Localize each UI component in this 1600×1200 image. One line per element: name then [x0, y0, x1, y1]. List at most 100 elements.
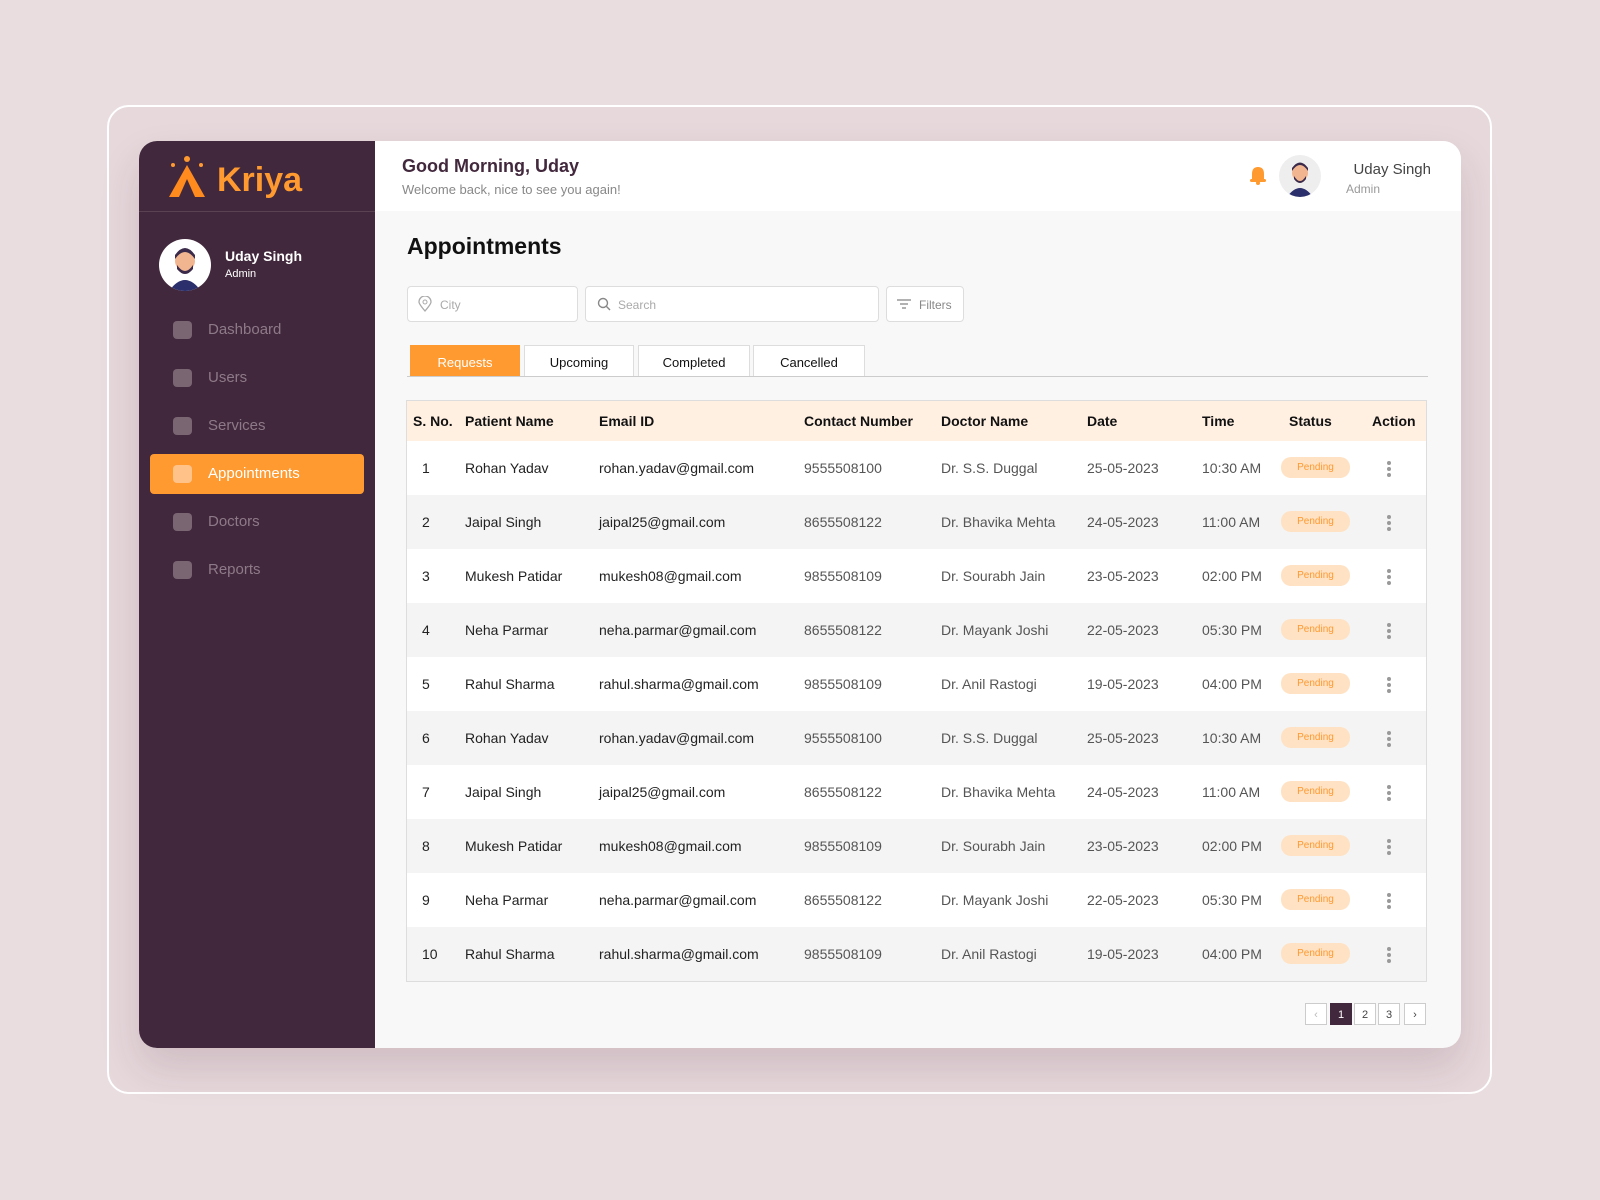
cell: jaipal25@gmail.com [599, 514, 726, 530]
page-prev[interactable]: ‹ [1305, 1003, 1327, 1025]
cell: 24-05-2023 [1087, 514, 1159, 530]
action-dot[interactable] [1387, 467, 1391, 471]
cell: 25-05-2023 [1087, 730, 1159, 746]
cell: 02:00 PM [1202, 568, 1262, 584]
nav-item[interactable]: Appointments [150, 454, 364, 494]
column-header: Patient Name [465, 413, 554, 429]
cell: 8 [422, 838, 430, 854]
nav-item[interactable]: Dashboard [150, 310, 364, 350]
table-row: 7 Jaipal Singh jaipal25@gmail.com 865550812… [407, 765, 1426, 819]
sidebar: Kriya Uday Singh Admin Dashboard Users Ser… [139, 141, 375, 1048]
cell: 4 [422, 622, 430, 638]
cell: Dr. Mayank Joshi [941, 892, 1049, 908]
action-dot [1387, 623, 1391, 627]
action-dot[interactable] [1387, 629, 1391, 633]
action-dot[interactable] [1387, 791, 1391, 795]
cell: 23-05-2023 [1087, 838, 1159, 854]
action-dot [1387, 785, 1391, 789]
action-dot[interactable] [1387, 953, 1391, 957]
action-dot [1387, 947, 1391, 951]
column-header: Action [1372, 413, 1416, 429]
city-input[interactable]: City [407, 286, 578, 322]
action-dot [1387, 635, 1391, 639]
action-dot [1387, 677, 1391, 681]
page-button[interactable]: 3 [1378, 1003, 1400, 1025]
action-dot[interactable] [1387, 899, 1391, 903]
action-dot [1387, 959, 1391, 963]
column-header: Email ID [599, 413, 655, 429]
tab[interactable]: Upcoming [524, 345, 634, 376]
action-dot [1387, 851, 1391, 855]
cell: Jaipal Singh [465, 514, 542, 530]
cell: 10:30 AM [1202, 460, 1262, 476]
cell: Dr. Sourabh Jain [941, 838, 1046, 854]
table-row: 6 Rohan Yadav rohan.yadav@gmail.com 9555508… [407, 711, 1426, 765]
search-icon [597, 297, 611, 311]
header-user-name: Uday Singh [1353, 161, 1431, 178]
tab-line [407, 376, 1428, 377]
cell: 23-05-2023 [1087, 568, 1159, 584]
column-header: S. No. [413, 413, 453, 429]
table-header: S. No. Patient Name Email ID Contact Number… [407, 401, 1426, 441]
cell: Dr. Mayank Joshi [941, 622, 1049, 638]
table-row: 2 Jaipal Singh jaipal25@gmail.com 865550812… [407, 495, 1426, 549]
cell: 10 [422, 946, 438, 962]
page-button[interactable]: 2 [1354, 1003, 1376, 1025]
status-badge: Pending [1281, 673, 1350, 694]
cell: 2 [422, 514, 430, 530]
status-badge: Pending [1281, 835, 1350, 856]
nav-item[interactable]: Services [150, 406, 364, 446]
action-dot [1387, 893, 1391, 897]
tab[interactable]: Cancelled [753, 345, 865, 376]
action-dot[interactable] [1387, 575, 1391, 579]
cell: 10:30 AM [1202, 730, 1262, 746]
bell-icon[interactable] [1249, 165, 1267, 185]
search-input[interactable]: Search [585, 286, 879, 322]
nav-icon [173, 369, 192, 387]
table-row: 5 Rahul Sharma rahul.sharma@gmail.com 98555… [407, 657, 1426, 711]
nav-item[interactable]: Reports [150, 550, 364, 590]
status-badge: Pending [1281, 889, 1350, 910]
filters-button[interactable]: Filters [886, 286, 964, 322]
greeting: Good Morning, Uday [402, 156, 579, 176]
cell: 05:30 PM [1202, 892, 1262, 908]
column-header: Date [1087, 413, 1118, 429]
cell: Dr. Bhavika Mehta [941, 514, 1056, 530]
cell: 9555508100 [804, 460, 882, 476]
cell: 25-05-2023 [1087, 460, 1159, 476]
cell: Rohan Yadav [465, 460, 549, 476]
tab[interactable]: Requests [410, 345, 520, 376]
cell: Dr. S.S. Duggal [941, 460, 1038, 476]
action-dot[interactable] [1387, 521, 1391, 525]
action-dot[interactable] [1387, 737, 1391, 741]
cell: rahul.sharma@gmail.com [599, 676, 759, 692]
app: Kriya Uday Singh Admin Dashboard Users Ser… [139, 141, 1461, 1048]
nav-item[interactable]: Doctors [150, 502, 364, 542]
nav-icon [173, 321, 192, 339]
nav-item[interactable]: Users [150, 358, 364, 398]
page-button[interactable]: 1 [1330, 1003, 1352, 1025]
header: Good Morning, Uday Welcome back, nice to… [375, 141, 1461, 211]
page-next[interactable]: › [1404, 1003, 1426, 1025]
status-badge: Pending [1281, 943, 1350, 964]
action-dot[interactable] [1387, 845, 1391, 849]
cell: 1 [422, 460, 430, 476]
action-dot[interactable] [1387, 683, 1391, 687]
cell: 9855508109 [804, 946, 882, 962]
tab[interactable]: Completed [638, 345, 750, 376]
user-role: Admin [225, 268, 257, 280]
cell: 7 [422, 784, 430, 800]
cell: Mukesh Patidar [465, 568, 563, 584]
table-row: 10 Rahul Sharma rahul.sharma@gmail.com 9855… [407, 927, 1426, 981]
status-badge: Pending [1281, 727, 1350, 748]
cell: 9855508109 [804, 568, 882, 584]
cell: 19-05-2023 [1087, 676, 1159, 692]
header-avatar[interactable] [1279, 155, 1321, 197]
cell: Rahul Sharma [465, 676, 555, 692]
cell: 19-05-2023 [1087, 946, 1159, 962]
brand: Kriya [217, 161, 303, 199]
status-badge: Pending [1281, 511, 1350, 532]
cell: 3 [422, 568, 430, 584]
cell: 02:00 PM [1202, 838, 1262, 854]
